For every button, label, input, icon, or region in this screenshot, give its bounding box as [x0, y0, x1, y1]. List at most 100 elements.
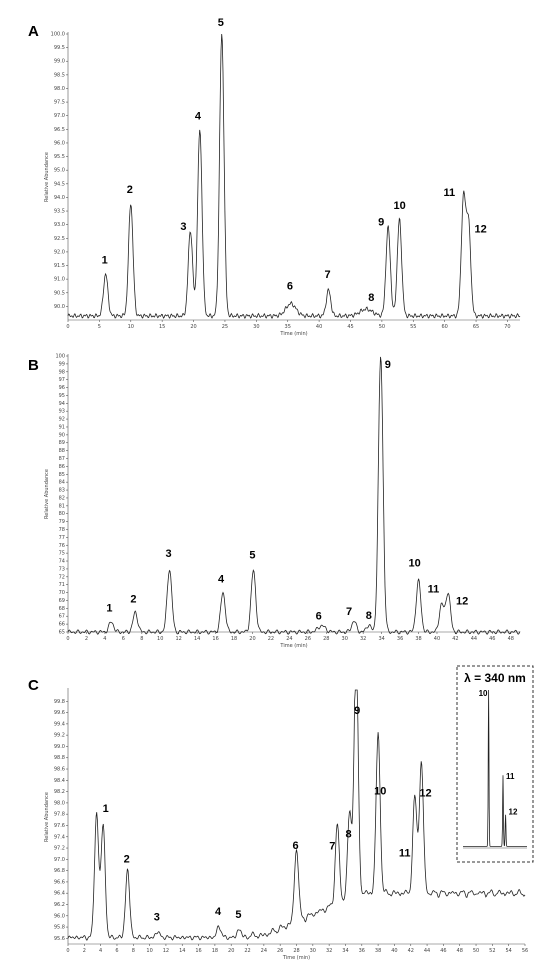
x-tick-label: 28 [293, 948, 299, 954]
y-tick-label: 97.4 [54, 834, 65, 840]
x-tick-label: 36 [397, 636, 403, 642]
y-tick-label: 77 [59, 535, 65, 541]
inset-peak-label: 12 [509, 807, 518, 816]
y-tick-label: 99 [59, 361, 65, 367]
x-tick-label: 34 [342, 948, 348, 954]
x-tick-label: 8 [132, 948, 135, 954]
y-tick-label: 99.8 [54, 699, 65, 705]
x-tick-label: 46 [489, 636, 495, 642]
x-tick-label: 30 [253, 324, 259, 330]
peak-label: 1 [106, 603, 112, 615]
y-tick-label: 96.0 [54, 913, 65, 919]
x-tick-label: 48 [508, 636, 514, 642]
y-tick-label: 99.6 [54, 710, 65, 716]
y-tick-label: 98.6 [54, 767, 65, 773]
peak-label: 4 [215, 906, 222, 918]
y-tick-label: 100 [55, 354, 65, 360]
peak-label: 9 [385, 359, 391, 371]
y-tick-label: 99.0 [54, 59, 65, 65]
x-tick-label: 42 [452, 636, 458, 642]
x-tick-label: 65 [473, 324, 479, 330]
peak-label: 1 [102, 255, 108, 267]
x-tick-label: 2 [85, 636, 88, 642]
y-tick-label: 94.0 [54, 195, 65, 201]
y-tick-label: 94.5 [54, 181, 65, 187]
y-axis-title: Relative Abundance [44, 152, 50, 202]
y-tick-label: 92 [59, 417, 65, 423]
y-tick-label: 88 [59, 448, 65, 454]
y-tick-label: 97.8 [54, 812, 65, 818]
inset-frame [456, 665, 534, 863]
y-tick-label: 74 [59, 559, 65, 565]
y-tick-label: 68 [59, 606, 65, 612]
x-tick-label: 4 [99, 948, 102, 954]
x-tick-label: 40 [391, 948, 397, 954]
peak-label: 4 [195, 110, 202, 122]
x-tick-label: 16 [195, 948, 201, 954]
y-tick-label: 65 [59, 630, 65, 636]
peak-label: 6 [316, 611, 322, 623]
y-tick-label: 84 [59, 480, 65, 486]
peak-label: 3 [180, 221, 186, 233]
peak-label: 9 [354, 705, 360, 717]
x-tick-label: 10 [157, 636, 163, 642]
x-tick-label: 4 [103, 636, 106, 642]
peak-label: 6 [293, 840, 299, 852]
y-tick-label: 96.2 [54, 902, 65, 908]
x-tick-label: 55 [410, 324, 416, 330]
x-tick-label: 45 [347, 324, 353, 330]
panel-a: A0 5 10 15 20 25 30 35 40 45 50 55 60 65 7090.090.591.… [28, 17, 521, 337]
x-tick-label: 26 [305, 636, 311, 642]
x-tick-label: 38 [375, 948, 381, 954]
y-tick-label: 71 [59, 582, 65, 588]
y-tick-label: 95.6 [54, 936, 65, 942]
y-tick-label: 97.0 [54, 113, 65, 119]
peak-label: 10 [374, 785, 386, 797]
chromatogram-trace [67, 33, 521, 320]
x-axis-title: Time (min) [279, 331, 307, 337]
x-tick-label: 48 [457, 948, 463, 954]
x-tick-label: 10 [146, 948, 152, 954]
y-tick-label: 96 [59, 385, 65, 391]
x-tick-label: 40 [434, 636, 440, 642]
y-tick-label: 96.6 [54, 879, 65, 885]
y-tick-label: 73 [59, 566, 65, 572]
x-tick-label: 0 [66, 324, 69, 330]
y-tick-label: 97 [59, 377, 65, 383]
y-tick-label: 95.8 [54, 925, 65, 931]
peak-label: 8 [346, 829, 352, 841]
y-tick-label: 93 [59, 409, 65, 415]
peak-label: 5 [235, 909, 241, 921]
y-tick-label: 96.5 [54, 127, 65, 133]
peak-label: 7 [329, 840, 335, 852]
y-tick-label: 67 [59, 614, 65, 620]
x-tick-label: 38 [415, 636, 421, 642]
x-tick-label: 20 [190, 324, 196, 330]
y-tick-label: 97.0 [54, 857, 65, 863]
x-tick-label: 32 [360, 636, 366, 642]
y-tick-label: 89 [59, 440, 65, 446]
peak-label: 8 [368, 292, 374, 304]
y-tick-label: 98.0 [54, 800, 65, 806]
x-axis-title: Time (min) [282, 955, 310, 961]
y-tick-label: 99.5 [54, 45, 65, 51]
x-tick-label: 40 [316, 324, 322, 330]
x-tick-label: 32 [326, 948, 332, 954]
peak-label: 7 [346, 606, 352, 618]
peak-label: 3 [165, 548, 171, 560]
chromatogram-trace [67, 689, 526, 941]
y-tick-label: 97.2 [54, 846, 65, 852]
y-tick-label: 98.2 [54, 789, 65, 795]
x-tick-label: 60 [441, 324, 447, 330]
inset-340nm: λ = 340 nm 10 11 12 [456, 665, 534, 863]
x-axis-title: Time (min) [279, 643, 307, 649]
x-tick-label: 25 [222, 324, 228, 330]
chromatogram-trace [67, 356, 521, 635]
x-tick-label: 20 [228, 948, 234, 954]
x-tick-label: 35 [285, 324, 291, 330]
y-tick-label: 99.0 [54, 744, 65, 750]
y-tick-label: 92.0 [54, 249, 65, 255]
inset-trace [463, 689, 527, 847]
y-tick-label: 83 [59, 488, 65, 494]
